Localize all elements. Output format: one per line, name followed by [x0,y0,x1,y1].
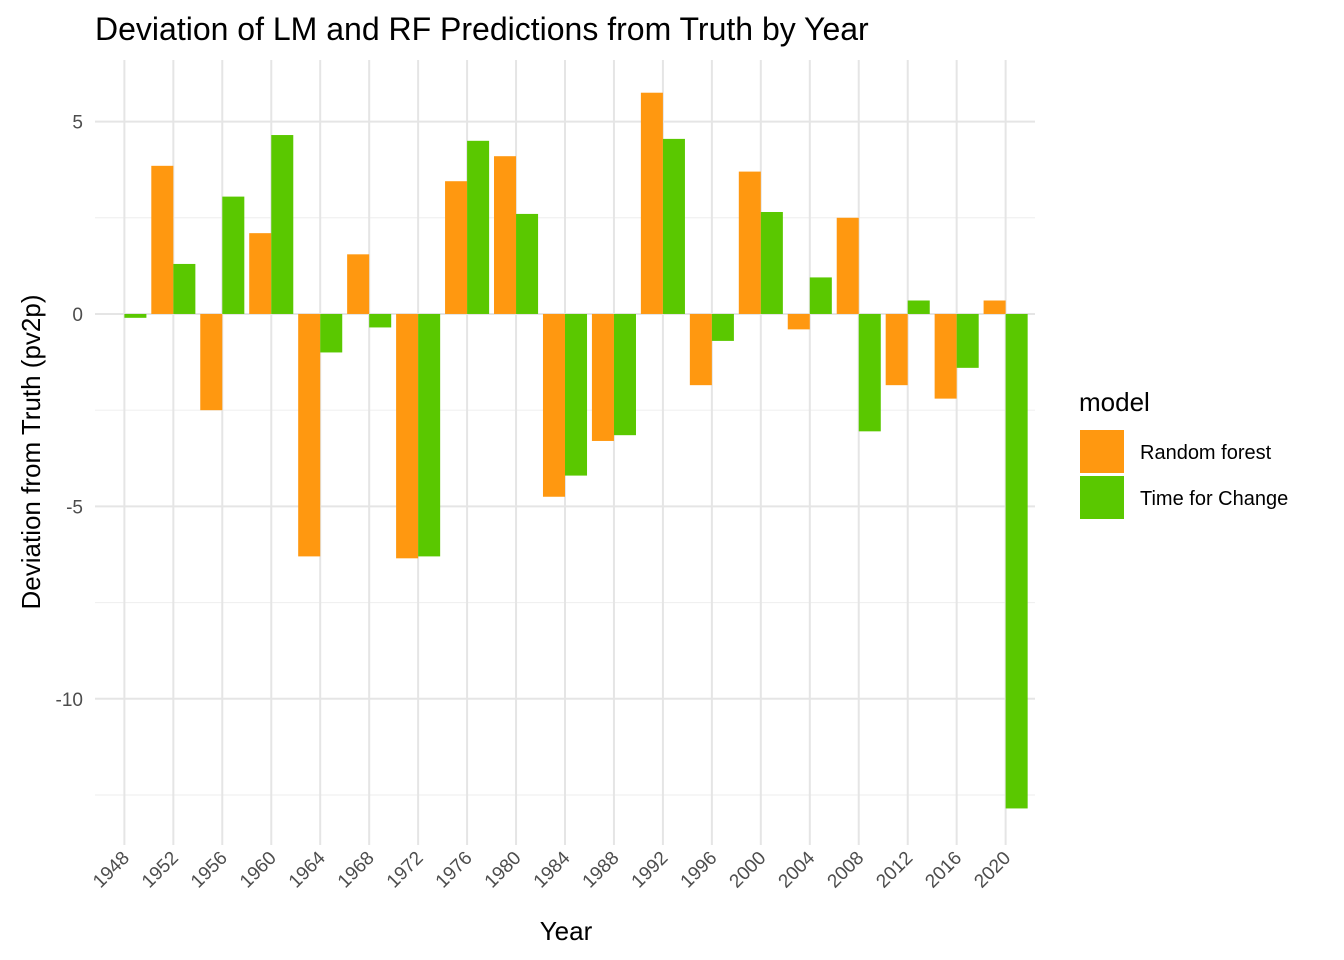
x-tick-label: 2008 [824,848,869,893]
y-axis-title: Deviation from Truth (pv2p) [16,294,46,609]
bar-random-forest-2020 [983,300,1006,314]
x-tick-label: 1984 [530,847,575,892]
bar-time-for-change-1964 [320,313,343,353]
x-tick-label: 1992 [628,848,673,893]
x-tick-label: 1996 [677,848,722,893]
legend: model Random forest Time for Change [1079,387,1288,521]
bar-random-forest-1972 [396,313,419,559]
bar-time-for-change-1956 [222,196,245,314]
y-tick-label: -5 [66,497,83,518]
bar-random-forest-1992 [640,92,663,314]
bar-time-for-change-2016 [956,313,979,368]
bar-time-for-change-1984 [565,313,588,476]
x-tick-label: 1956 [187,848,232,893]
chart-title: Deviation of LM and RF Predictions from … [95,11,869,47]
x-axis-title: Year [540,916,593,946]
bar-time-for-change-1952 [173,263,196,314]
bar-time-for-change-2004 [809,277,832,314]
bar-random-forest-2008 [836,217,859,314]
bar-time-for-change-1976 [467,140,490,314]
x-tick-label: 2020 [970,848,1015,893]
bar-random-forest-1952 [151,165,174,314]
bar-time-for-change-1988 [613,313,636,436]
bar-random-forest-2016 [934,313,957,399]
x-tick-label: 2004 [775,847,820,892]
bar-random-forest-2004 [787,313,810,330]
bar-random-forest-1976 [445,181,468,314]
x-tick-label: 1976 [432,848,477,893]
bar-random-forest-1964 [298,313,321,557]
bar-time-for-change-2012 [907,300,930,314]
y-tick-label: -10 [56,690,83,711]
legend-title: model [1079,387,1150,417]
x-tick-label: 1980 [481,848,526,893]
bar-time-for-change-1968 [369,313,392,328]
bar-random-forest-1968 [347,254,370,314]
y-axis-ticks: 5 0 -5 -10 [56,113,83,711]
legend-label: Random forest [1140,442,1272,464]
bar-time-for-change-1960 [271,135,294,314]
x-axis-ticks: 1948 1952 1956 1960 1964 1968 1972 1976 1980 1984… [89,847,1015,892]
bar-time-for-change-2000 [760,211,783,314]
bar-time-for-change-2020 [1005,313,1028,809]
x-tick-label: 1988 [579,848,624,893]
bar-random-forest-1996 [689,313,712,386]
legend-key-time-for-change [1080,476,1124,520]
x-tick-label: 1972 [383,848,428,893]
y-tick-label: 5 [72,113,83,134]
x-tick-label: 1948 [89,848,134,893]
bars [124,92,1028,809]
x-tick-label: 1960 [236,848,281,893]
x-tick-label: 1968 [334,848,379,893]
bar-random-forest-1988 [591,313,614,441]
bar-time-for-change-1972 [418,313,441,557]
x-tick-label: 1952 [138,848,183,893]
bar-random-forest-1956 [200,313,223,411]
x-tick-label: 1964 [285,847,330,892]
bar-time-for-change-1980 [516,213,539,314]
bar-random-forest-1960 [249,233,272,314]
bar-random-forest-1984 [542,313,565,497]
bar-time-for-change-1992 [662,138,685,314]
legend-key-random-forest [1080,430,1124,474]
legend-label: Time for Change [1140,488,1288,510]
x-tick-label: 2016 [921,848,966,893]
bar-time-for-change-1996 [711,313,734,341]
x-tick-label: 2012 [872,848,917,893]
x-tick-label: 2000 [726,848,771,893]
bar-random-forest-1980 [494,156,517,314]
bar-time-for-change-1948 [124,313,147,318]
y-tick-label: 0 [72,305,83,326]
bar-random-forest-2012 [885,313,908,386]
bar-random-forest-2000 [738,171,761,314]
bar-time-for-change-2008 [858,313,881,432]
